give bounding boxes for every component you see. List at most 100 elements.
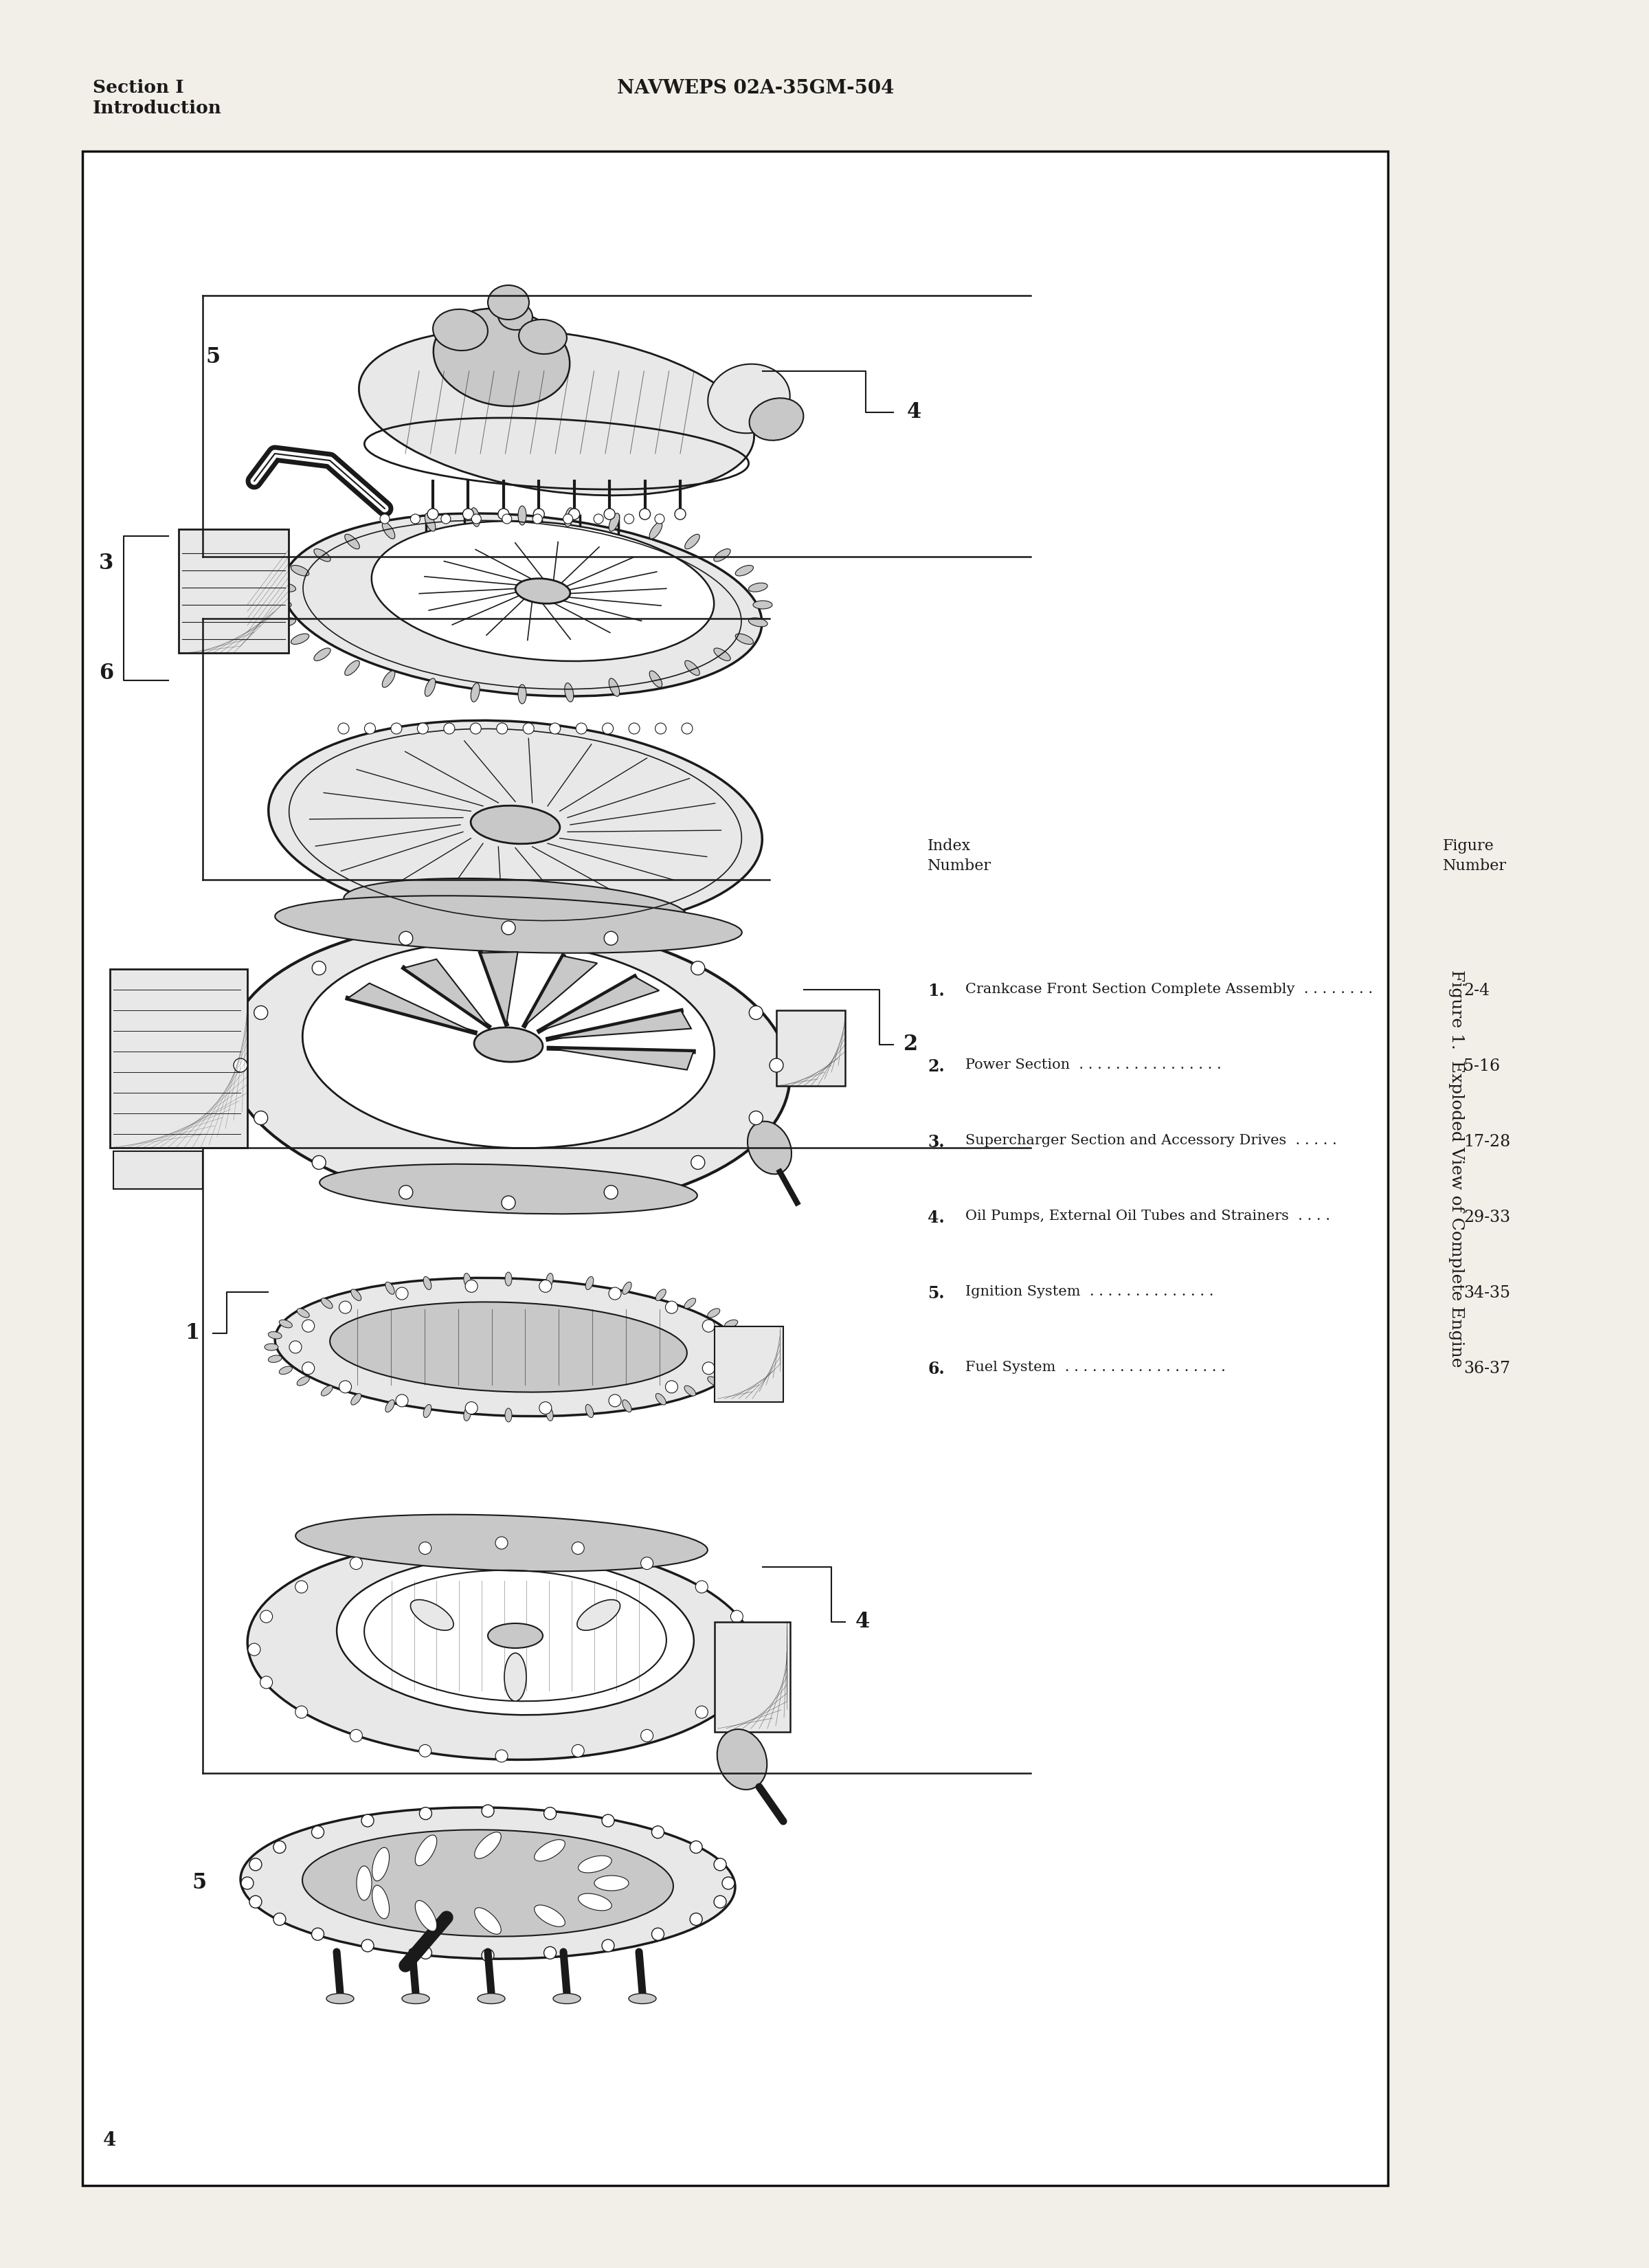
- Ellipse shape: [717, 1728, 767, 1789]
- Circle shape: [523, 723, 534, 735]
- Circle shape: [604, 932, 618, 946]
- Ellipse shape: [475, 1833, 501, 1857]
- Ellipse shape: [290, 565, 308, 576]
- Ellipse shape: [552, 1994, 580, 2003]
- Ellipse shape: [275, 896, 742, 953]
- Circle shape: [501, 515, 511, 524]
- Ellipse shape: [313, 549, 330, 562]
- Circle shape: [295, 1581, 308, 1592]
- Circle shape: [714, 1896, 726, 1907]
- Circle shape: [440, 515, 450, 524]
- Circle shape: [302, 1363, 315, 1374]
- Circle shape: [544, 1946, 556, 1960]
- Ellipse shape: [269, 721, 762, 930]
- Circle shape: [254, 1005, 267, 1021]
- Text: Figure 1.  Exploded View of Complete Engine: Figure 1. Exploded View of Complete Engi…: [1449, 971, 1464, 1368]
- Ellipse shape: [475, 1907, 501, 1935]
- Ellipse shape: [424, 1404, 432, 1418]
- Circle shape: [364, 723, 376, 735]
- Circle shape: [361, 1814, 374, 1826]
- Ellipse shape: [754, 601, 772, 608]
- Circle shape: [261, 1676, 272, 1690]
- Polygon shape: [547, 1012, 691, 1039]
- Polygon shape: [549, 1048, 694, 1070]
- Text: 6.: 6.: [927, 1361, 945, 1377]
- Ellipse shape: [516, 578, 571, 603]
- Ellipse shape: [371, 522, 714, 662]
- Circle shape: [419, 1744, 432, 1758]
- Circle shape: [602, 1939, 613, 1953]
- Ellipse shape: [650, 671, 663, 687]
- Circle shape: [295, 1706, 308, 1719]
- Polygon shape: [539, 978, 660, 1032]
- Circle shape: [604, 508, 615, 519]
- Ellipse shape: [386, 1399, 394, 1413]
- Circle shape: [689, 1842, 702, 1853]
- Ellipse shape: [684, 1386, 696, 1395]
- Ellipse shape: [322, 1297, 333, 1309]
- Circle shape: [564, 515, 572, 524]
- Ellipse shape: [505, 1653, 526, 1701]
- Ellipse shape: [359, 329, 754, 494]
- Ellipse shape: [336, 1556, 694, 1715]
- Circle shape: [338, 723, 350, 735]
- Circle shape: [696, 1581, 707, 1592]
- Circle shape: [465, 1402, 478, 1415]
- Polygon shape: [524, 957, 597, 1025]
- Text: 4: 4: [102, 2132, 117, 2150]
- Text: 4: 4: [907, 401, 922, 424]
- Circle shape: [274, 1912, 285, 1926]
- Ellipse shape: [463, 1272, 472, 1286]
- Polygon shape: [482, 953, 518, 1025]
- Text: 34-35: 34-35: [1464, 1286, 1510, 1302]
- Ellipse shape: [373, 1848, 389, 1880]
- Ellipse shape: [594, 1876, 628, 1892]
- Text: 2: 2: [904, 1034, 918, 1055]
- Circle shape: [604, 1186, 618, 1200]
- Circle shape: [625, 515, 633, 524]
- Circle shape: [641, 1730, 653, 1742]
- Circle shape: [731, 1676, 744, 1690]
- Ellipse shape: [279, 1320, 292, 1327]
- Ellipse shape: [279, 1365, 292, 1374]
- Ellipse shape: [684, 1297, 696, 1309]
- Text: 2-4: 2-4: [1464, 982, 1489, 998]
- Text: Fuel System  . . . . . . . . . . . . . . . . . .: Fuel System . . . . . . . . . . . . . . …: [965, 1361, 1225, 1374]
- Ellipse shape: [585, 1277, 594, 1290]
- Ellipse shape: [313, 649, 330, 660]
- Ellipse shape: [297, 1309, 310, 1318]
- Ellipse shape: [488, 1624, 543, 1649]
- Ellipse shape: [546, 1406, 552, 1420]
- Circle shape: [444, 723, 455, 735]
- Ellipse shape: [241, 1808, 735, 1960]
- Circle shape: [419, 1808, 432, 1819]
- Circle shape: [689, 1912, 702, 1926]
- Ellipse shape: [402, 1994, 429, 2003]
- Circle shape: [681, 723, 693, 735]
- Ellipse shape: [585, 1404, 594, 1418]
- Circle shape: [495, 1751, 508, 1762]
- Ellipse shape: [343, 878, 688, 937]
- Ellipse shape: [739, 1343, 752, 1349]
- Ellipse shape: [628, 1994, 656, 2003]
- Ellipse shape: [470, 805, 561, 844]
- Circle shape: [572, 1744, 584, 1758]
- Circle shape: [572, 1542, 584, 1554]
- Bar: [114, 1152, 203, 1188]
- Ellipse shape: [322, 1386, 333, 1395]
- Ellipse shape: [386, 1281, 394, 1295]
- Ellipse shape: [684, 660, 699, 676]
- Circle shape: [608, 1395, 622, 1406]
- Text: 3: 3: [99, 553, 114, 574]
- Ellipse shape: [564, 683, 574, 701]
- Ellipse shape: [518, 506, 526, 526]
- Text: 36-37: 36-37: [1464, 1361, 1510, 1377]
- Circle shape: [742, 1644, 755, 1656]
- Ellipse shape: [534, 1905, 566, 1926]
- Circle shape: [640, 508, 650, 519]
- Ellipse shape: [264, 1343, 279, 1349]
- Text: 5: 5: [206, 347, 221, 367]
- Circle shape: [427, 508, 439, 519]
- Circle shape: [274, 1842, 285, 1853]
- Ellipse shape: [519, 320, 567, 354]
